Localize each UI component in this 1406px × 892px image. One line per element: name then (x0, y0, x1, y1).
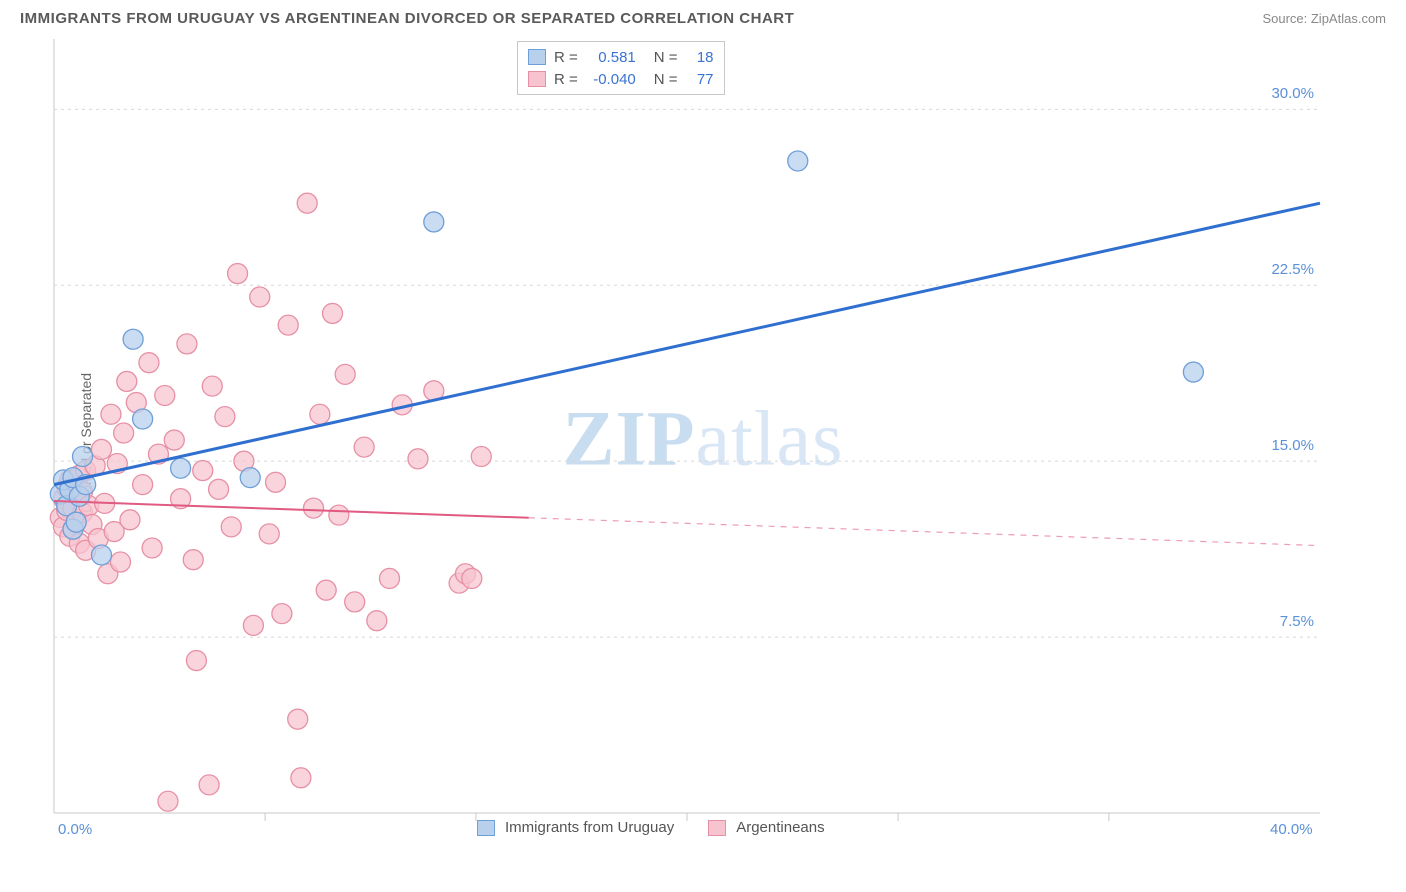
legend-swatch (528, 71, 546, 87)
y-tick-label: 22.5% (1271, 261, 1314, 278)
data-point (202, 376, 222, 396)
data-point (133, 409, 153, 429)
data-point (110, 552, 130, 572)
data-point (171, 458, 191, 478)
data-point (408, 449, 428, 469)
chart-title: IMMIGRANTS FROM URUGUAY VS ARGENTINEAN D… (20, 10, 794, 27)
data-point (278, 315, 298, 335)
stat-r-label: R = (554, 71, 578, 88)
data-point (266, 472, 286, 492)
data-point (209, 479, 229, 499)
data-point (335, 364, 355, 384)
data-point (471, 446, 491, 466)
data-point (66, 512, 86, 532)
stats-row: R = 0.581 N = 18 (528, 46, 714, 68)
data-point (243, 615, 263, 635)
data-point (310, 404, 330, 424)
data-point (259, 524, 279, 544)
data-point (155, 386, 175, 406)
data-point (379, 568, 399, 588)
data-point (462, 568, 482, 588)
data-point (177, 334, 197, 354)
data-point (272, 604, 292, 624)
data-point (329, 505, 349, 525)
data-point (297, 193, 317, 213)
data-point (228, 264, 248, 284)
data-point (114, 423, 134, 443)
data-point (250, 287, 270, 307)
data-point (199, 775, 219, 795)
legend-label: Immigrants from Uruguay (505, 819, 674, 836)
chart-container: IMMIGRANTS FROM URUGUAY VS ARGENTINEAN D… (0, 0, 1406, 892)
stat-n-value: 77 (686, 71, 714, 88)
data-point (183, 550, 203, 570)
data-point (1183, 362, 1203, 382)
data-point (120, 510, 140, 530)
regression-line (54, 203, 1320, 484)
data-point (193, 461, 213, 481)
x-tick-label: 0.0% (58, 821, 92, 838)
data-point (101, 404, 121, 424)
data-point (288, 709, 308, 729)
y-tick-label: 30.0% (1271, 85, 1314, 102)
data-point (91, 439, 111, 459)
data-point (117, 371, 137, 391)
legend-swatch (477, 820, 495, 836)
data-point (164, 430, 184, 450)
data-point (424, 212, 444, 232)
data-point (91, 545, 111, 565)
data-point (354, 437, 374, 457)
data-point (316, 580, 336, 600)
stat-r-value: 0.581 (586, 49, 636, 66)
data-point (72, 446, 92, 466)
data-point (304, 498, 324, 518)
plot-area: Divorced or Separated ZIPatlas R =0.581N… (20, 33, 1386, 853)
data-point (186, 651, 206, 671)
legend-swatch (528, 49, 546, 65)
data-point (142, 538, 162, 558)
data-point (323, 303, 343, 323)
y-tick-label: 7.5% (1280, 613, 1314, 630)
data-point (788, 151, 808, 171)
data-point (221, 517, 241, 537)
data-point (240, 468, 260, 488)
data-point (158, 791, 178, 811)
stats-row: R = -0.040 N = 77 (528, 68, 714, 90)
y-tick-label: 15.0% (1271, 437, 1314, 454)
data-point (215, 407, 235, 427)
scatter-plot-svg (20, 33, 1386, 853)
stat-n-label: N = (654, 71, 678, 88)
chart-source: Source: ZipAtlas.com (1262, 11, 1386, 26)
data-point (291, 768, 311, 788)
data-point (123, 329, 143, 349)
legend-label: Argentineans (736, 819, 824, 836)
regression-line-extrapolated (529, 518, 1320, 546)
stat-n-label: N = (654, 49, 678, 66)
data-point (345, 592, 365, 612)
stat-n-value: 18 (686, 49, 714, 66)
data-point (367, 611, 387, 631)
chart-header: IMMIGRANTS FROM URUGUAY VS ARGENTINEAN D… (0, 0, 1406, 33)
stat-r-label: R = (554, 49, 578, 66)
series-legend: Immigrants from Uruguay Argentineans (477, 819, 849, 836)
legend-swatch (708, 820, 726, 836)
stat-r-value: -0.040 (586, 71, 636, 88)
data-point (133, 475, 153, 495)
correlation-stats-box: R = 0.581 N = 18 R = -0.040 N = 77 (517, 41, 725, 95)
data-point (139, 353, 159, 373)
x-tick-label: 40.0% (1270, 821, 1313, 838)
